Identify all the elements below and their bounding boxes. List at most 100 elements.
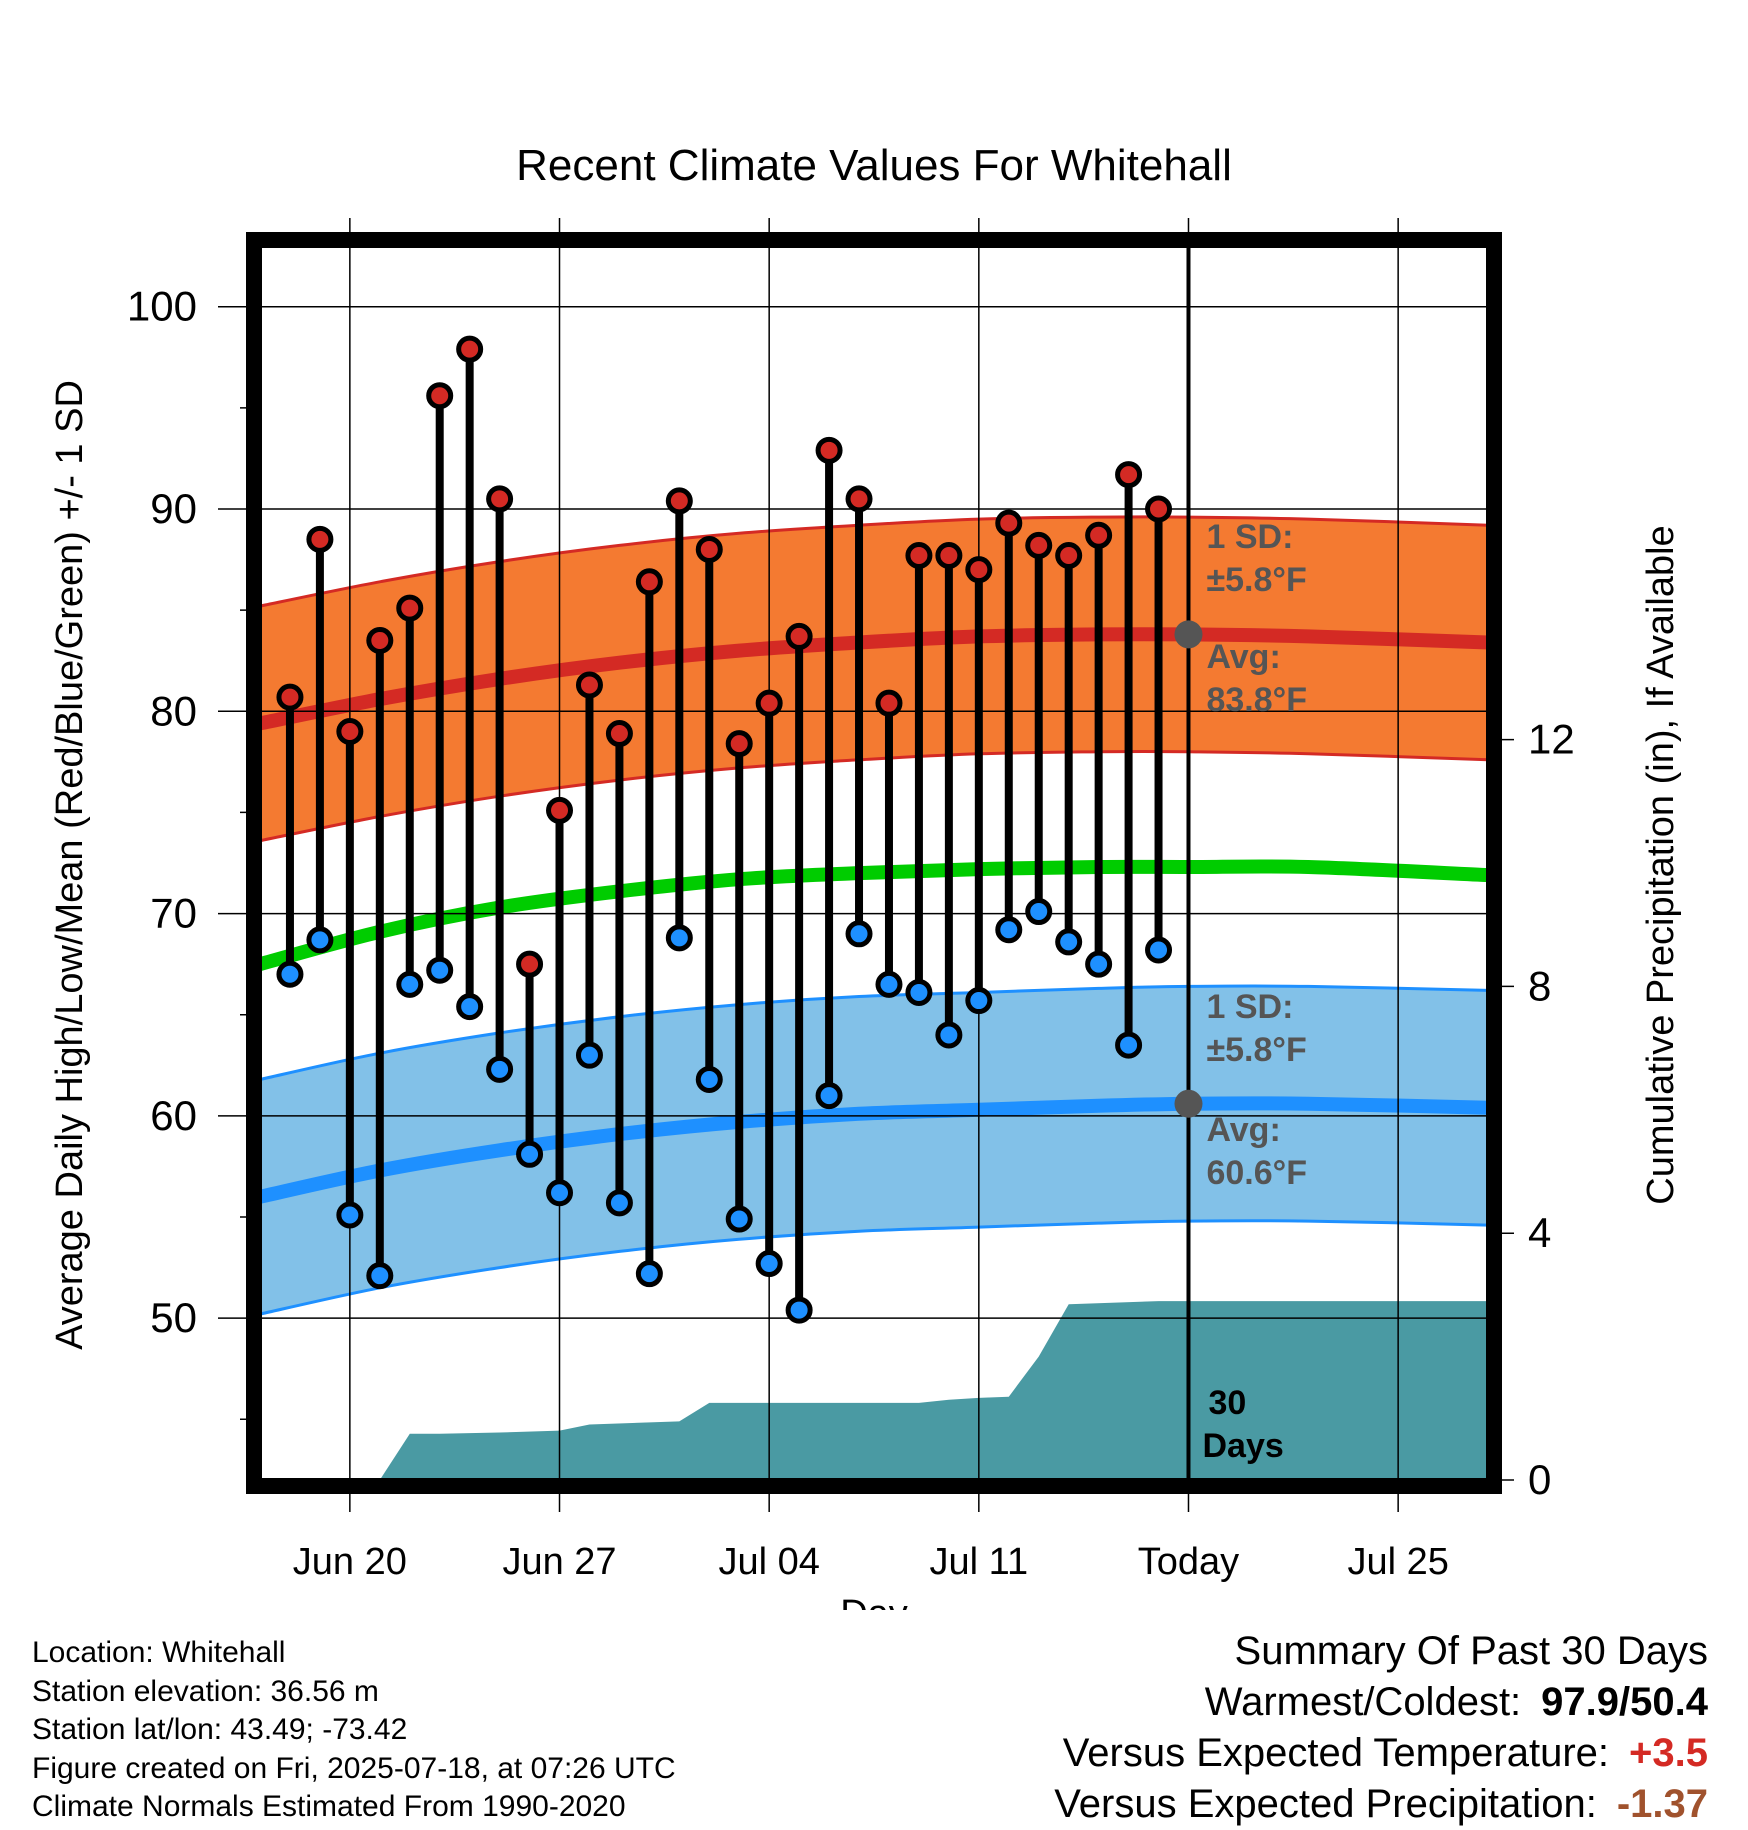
daily-low-point (516, 1140, 544, 1168)
y2-axis-label: Cumulative Precipitation (in), If Availa… (1640, 525, 1682, 1204)
daily-high-point (426, 382, 454, 410)
daily-low-point (366, 1262, 394, 1290)
high-avg-value: 83.8°F (1206, 681, 1307, 719)
daily-high-point (1025, 531, 1053, 559)
daily-low-point (935, 1021, 963, 1049)
x-axis-label: Day (840, 1593, 908, 1610)
daily-low-point (1115, 1031, 1143, 1059)
y-axis-label: Average Daily High/Low/Mean (Red/Blue/Gr… (49, 380, 91, 1350)
daily-low-point (785, 1296, 813, 1324)
daily-high-point (755, 689, 783, 717)
summary-title: Summary Of Past 30 Days (1234, 1629, 1708, 1673)
y-tick-label: 100 (127, 283, 197, 330)
today-avg-low-dot (1174, 1089, 1203, 1118)
plot-area: 1 SD: ±5.8°F Avg: 83.8°F 1 SD: ±5.8°F Avg: 60.6… (127, 218, 1575, 1583)
daily-low-point (815, 1082, 843, 1110)
daily-low-point (635, 1260, 663, 1288)
daily-high-point (1145, 495, 1173, 523)
daily-low-point (995, 916, 1023, 944)
warmest-coldest-row: Warmest/Coldest: 97.9/50.4 (1054, 1677, 1708, 1728)
temp-row: Versus Expected Temperature: +3.5 (1054, 1728, 1708, 1779)
station-info: Location: Whitehall Station elevation: 3… (32, 1634, 676, 1827)
precip-days-number: 30 (1208, 1384, 1246, 1422)
daily-high-point (456, 335, 484, 363)
created-text: Figure created on Fri, 2025-07-18, at 07… (32, 1751, 676, 1785)
plot-frame (246, 232, 1502, 1494)
summary-panel: Summary Of Past 30 Days Warmest/Coldest:… (1054, 1626, 1708, 1830)
daily-high-point (695, 535, 723, 563)
daily-low-point (665, 924, 693, 952)
latlon-text: Station lat/lon: 43.49; -73.42 (32, 1713, 408, 1746)
high-sd-band (260, 516, 1488, 841)
y-tick-label: 60 (150, 1092, 197, 1139)
high-sd-label: 1 SD: (1206, 518, 1293, 556)
precip-row: Versus Expected Precipitation: -1.37 (1054, 1779, 1708, 1830)
daily-low-point (905, 978, 933, 1006)
precip-value: -1.37 (1616, 1782, 1708, 1826)
low-sd-band-upper-edge (260, 984, 1488, 1081)
x-tick-label: Jul 04 (718, 1541, 819, 1583)
daily-high-point (935, 542, 963, 570)
daily-high-point (815, 436, 843, 464)
daily-low-point (1145, 936, 1173, 964)
daily-high-point (575, 671, 603, 699)
low-avg-label: Avg: (1206, 1111, 1280, 1149)
temp-value: +3.5 (1629, 1731, 1708, 1775)
daily-low-point (276, 960, 304, 988)
climate-chart: Recent Climate Values For Whitehall 1 SD… (49, 141, 1682, 1610)
warmest-coldest-value: 97.9/50.4 (1541, 1680, 1708, 1724)
daily-high-point (665, 487, 693, 515)
daily-high-point (725, 730, 753, 758)
daily-high-point (366, 626, 394, 654)
low-sd-band-lower-edge (260, 1219, 1488, 1316)
high-sd-value: ±5.8°F (1206, 561, 1306, 599)
chart-title: Recent Climate Values For Whitehall (516, 141, 1232, 190)
daily-high-point (486, 485, 514, 513)
daily-high-point (516, 950, 544, 978)
daily-low-point (695, 1065, 723, 1093)
low-sd-band (260, 986, 1488, 1315)
daily-low-point (845, 920, 873, 948)
x-tick-label: Jun 20 (293, 1541, 407, 1583)
y2-tick-label: 12 (1528, 716, 1575, 763)
daily-low-point (546, 1179, 574, 1207)
daily-high-point (905, 542, 933, 570)
daily-high-point (396, 594, 424, 622)
y-tick-label: 70 (150, 890, 197, 937)
daily-low-point (456, 993, 484, 1021)
daily-low-point (965, 987, 993, 1015)
location-text: Location: Whitehall (32, 1636, 286, 1669)
daily-low-point (1025, 898, 1053, 926)
x-tick-label: Jul 11 (930, 1541, 1029, 1583)
y-tick-label: 50 (150, 1294, 197, 1341)
daily-high-point (336, 718, 364, 746)
elevation-text: Station elevation: 36.56 m (32, 1674, 379, 1708)
y-tick-label: 90 (150, 485, 197, 532)
daily-high-point (1115, 461, 1143, 489)
plot-clip-group (260, 515, 1488, 1480)
avg-low-line (260, 1096, 1488, 1204)
daily-low-point (336, 1201, 364, 1229)
y-tick-label: 80 (150, 687, 197, 734)
y2-tick-label: 0 (1528, 1456, 1551, 1503)
daily-high-point (546, 796, 574, 824)
x-tick-label: Jul 25 (1347, 1541, 1448, 1583)
avg-mean-line (260, 859, 1488, 971)
daily-low-point (725, 1205, 753, 1233)
daily-low-point (605, 1189, 633, 1217)
daily-high-point (276, 683, 304, 711)
daily-low-point (875, 970, 903, 998)
daily-high-point (1055, 542, 1083, 570)
warmest-coldest-label: Warmest/Coldest: (1204, 1680, 1522, 1724)
daily-low-point (306, 926, 334, 954)
temp-label: Versus Expected Temperature: (1062, 1731, 1610, 1775)
precip-days-label: Days (1202, 1427, 1283, 1465)
y2-tick-label: 4 (1528, 1209, 1551, 1256)
daily-high-point (785, 622, 813, 650)
low-sd-label: 1 SD: (1206, 988, 1293, 1026)
low-avg-value: 60.6°F (1206, 1154, 1307, 1192)
daily-high-point (1085, 521, 1113, 549)
daily-high-point (965, 556, 993, 584)
daily-high-point (605, 720, 633, 748)
y2-tick-label: 8 (1528, 962, 1551, 1009)
